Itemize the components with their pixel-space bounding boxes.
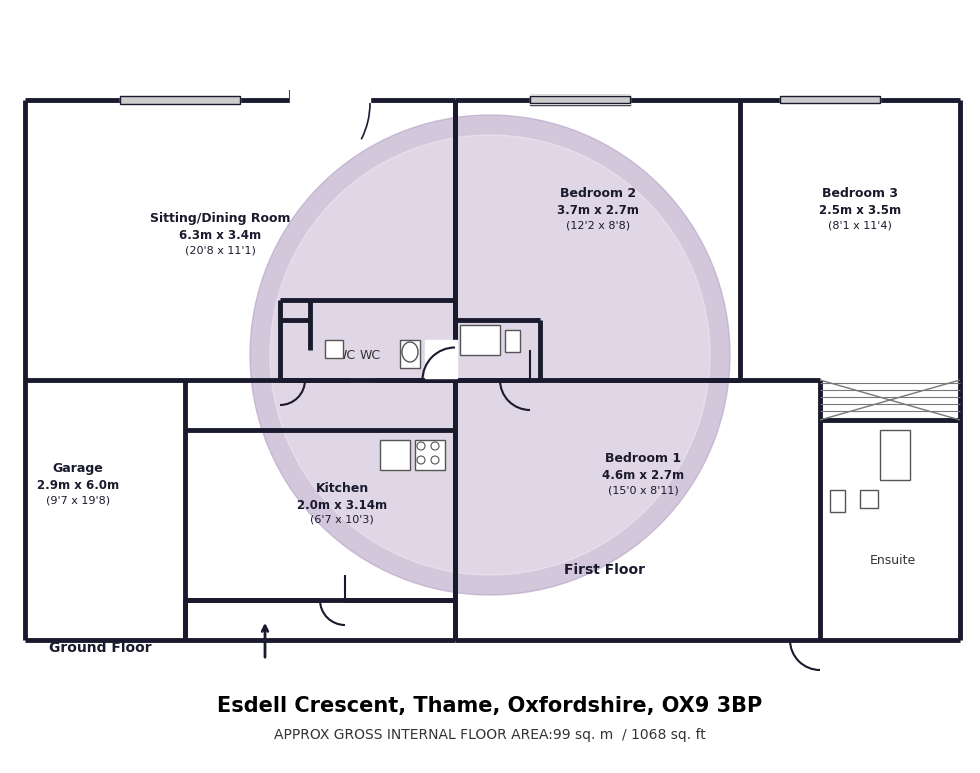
Bar bbox=[120, 95, 240, 105]
Bar bbox=[830, 490, 845, 512]
Text: 2.5m x 3.5m: 2.5m x 3.5m bbox=[819, 203, 901, 216]
Text: Ensuite: Ensuite bbox=[870, 553, 916, 567]
Text: (6'7 x 10'3): (6'7 x 10'3) bbox=[310, 515, 374, 525]
Bar bbox=[530, 95, 630, 105]
Text: 3.7m x 2.7m: 3.7m x 2.7m bbox=[557, 203, 639, 216]
Bar bbox=[505, 330, 520, 352]
Bar bbox=[880, 430, 910, 480]
Text: Bedroom 3: Bedroom 3 bbox=[822, 186, 898, 199]
Text: Bedroom 2: Bedroom 2 bbox=[560, 186, 636, 199]
Circle shape bbox=[431, 456, 439, 464]
Bar bbox=[380, 440, 410, 470]
Text: 6.3m x 3.4m: 6.3m x 3.4m bbox=[179, 229, 261, 241]
Circle shape bbox=[431, 442, 439, 450]
Bar bbox=[415, 440, 445, 470]
Bar bbox=[780, 96, 880, 103]
Bar bbox=[530, 95, 630, 104]
Bar bbox=[290, 90, 370, 105]
Circle shape bbox=[270, 135, 710, 575]
Bar bbox=[780, 95, 880, 105]
Text: (15'0 x 8'11): (15'0 x 8'11) bbox=[608, 485, 678, 495]
Circle shape bbox=[250, 115, 730, 595]
Bar bbox=[400, 340, 420, 368]
Text: (9'7 x 19'8): (9'7 x 19'8) bbox=[46, 495, 110, 505]
Text: Bedroom 1: Bedroom 1 bbox=[605, 451, 681, 465]
Text: WC: WC bbox=[334, 349, 356, 362]
Text: Kitchen: Kitchen bbox=[316, 482, 368, 495]
Text: Ground Floor: Ground Floor bbox=[49, 641, 151, 655]
Text: Esdell Crescent, Thame, Oxfordshire, OX9 3BP: Esdell Crescent, Thame, Oxfordshire, OX9… bbox=[218, 696, 762, 716]
Text: (20'8 x 11'1): (20'8 x 11'1) bbox=[184, 245, 256, 255]
Text: (12'2 x 8'8): (12'2 x 8'8) bbox=[565, 220, 630, 230]
Bar bbox=[120, 96, 240, 104]
Text: WC: WC bbox=[360, 349, 380, 362]
Text: Garage: Garage bbox=[53, 461, 103, 475]
Text: Sitting/Dining Room: Sitting/Dining Room bbox=[150, 212, 290, 224]
Text: 4.6m x 2.7m: 4.6m x 2.7m bbox=[602, 468, 684, 482]
Circle shape bbox=[417, 442, 425, 450]
Bar bbox=[530, 96, 630, 103]
Bar bbox=[460, 325, 500, 355]
Text: 2.9m x 6.0m: 2.9m x 6.0m bbox=[37, 478, 119, 492]
Circle shape bbox=[417, 456, 425, 464]
Text: APPROX GROSS INTERNAL FLOOR AREA:99 sq. m  / 1068 sq. ft: APPROX GROSS INTERNAL FLOOR AREA:99 sq. … bbox=[274, 728, 706, 742]
Bar bbox=[425, 340, 457, 378]
Text: First Floor: First Floor bbox=[564, 563, 646, 577]
Bar bbox=[325, 340, 343, 358]
Text: 2.0m x 3.14m: 2.0m x 3.14m bbox=[297, 499, 387, 512]
Bar bbox=[860, 490, 878, 508]
Text: (8'1 x 11'4): (8'1 x 11'4) bbox=[828, 220, 892, 230]
